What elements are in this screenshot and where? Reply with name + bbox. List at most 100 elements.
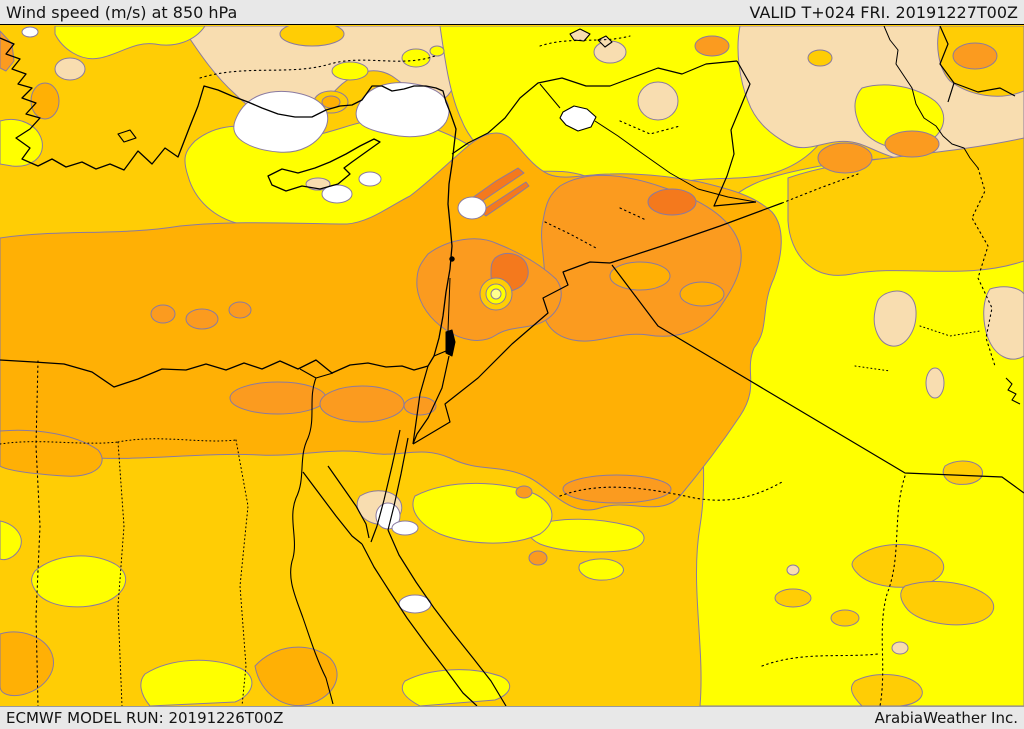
island-cyprus <box>267 138 381 192</box>
coast-gulf-squiggle-e <box>1005 377 1021 405</box>
border-syria-iraq <box>609 202 783 264</box>
yellow-nw-streak-a <box>54 26 206 60</box>
coast-gulf-aqaba-e <box>387 437 409 531</box>
brand-label: ArabiaWeather Inc. <box>874 709 1018 727</box>
border-dotted-syria-c <box>619 120 681 135</box>
border-dotted-saudi-a <box>559 481 783 501</box>
lake-van-a <box>569 28 591 42</box>
orange-delta-b <box>319 385 405 423</box>
border-dotted-egypt-a <box>0 441 125 706</box>
yellow-sinai-east <box>412 482 553 544</box>
border-dotted-syria-b <box>619 207 647 221</box>
cream-right-c <box>925 367 945 399</box>
lake-assad <box>559 105 597 132</box>
border-turkey-iraq-iran <box>713 60 757 207</box>
yellow-in-cream-b <box>401 48 431 68</box>
header-bar: Wind speed (m/s) at 850 hPa VALID T+024 … <box>0 0 1024 25</box>
river-jordan <box>447 277 451 332</box>
yellow-in-cream-c <box>429 45 445 57</box>
orange-top-center <box>694 35 730 57</box>
lake-van-b <box>597 35 613 48</box>
orange-ne-a <box>817 142 873 174</box>
gold-blob-se-b <box>900 581 995 626</box>
cream-cyprus-s <box>305 177 331 191</box>
gold-spot-ne <box>807 49 833 67</box>
border-ne-corner <box>939 26 1016 103</box>
cream-right-a <box>873 290 917 347</box>
coast-gulf-suez-w <box>302 471 363 545</box>
yellow-egypt-c <box>0 520 22 561</box>
orange-med-b <box>185 308 219 330</box>
amber-sw-turkey <box>30 82 60 120</box>
dark-syria-core <box>647 188 697 216</box>
coast-turkey-levant-egypt <box>0 37 457 388</box>
cream-spot-se <box>786 564 800 576</box>
footer-bar: ECMWF MODEL RUN: 20191226T00Z ArabiaWeat… <box>0 706 1024 729</box>
yellow-egypt-a <box>31 555 127 608</box>
coast-gulf-aqaba-w <box>370 429 401 543</box>
map-title: Wind speed (m/s) at 850 hPa <box>6 2 238 22</box>
gold-blob-e <box>942 460 983 485</box>
yellow-egypt-b <box>140 659 253 706</box>
gold-blob-se-d <box>774 588 812 608</box>
cream-right-b <box>983 286 1024 360</box>
yellow-in-cream-a <box>331 61 369 81</box>
orange-corner-ne-core <box>952 42 998 70</box>
border-dotted-egypt-b <box>117 438 249 706</box>
cream-island-a <box>593 40 627 64</box>
amber-egypt-sw <box>0 631 54 697</box>
gold-top-edge <box>279 26 345 47</box>
amber-egypt-s <box>254 646 338 706</box>
border-jordan-valley-s <box>412 355 450 445</box>
border-dotted-egypt-libya <box>35 360 41 706</box>
wind-speed-map <box>0 26 1024 706</box>
river-nile <box>290 368 334 705</box>
amber-hole-a <box>609 261 671 291</box>
orange-ne-b <box>884 130 940 158</box>
orange-dot-a <box>515 485 533 499</box>
border-dotted-saudi-c <box>761 653 879 667</box>
cream-spot-se2 <box>891 641 909 655</box>
contour-map-canvas <box>0 26 1024 706</box>
valid-time-label: VALID T+024 FRI. 20191227T00Z <box>749 2 1018 22</box>
white-cyprus-sw <box>321 184 353 204</box>
border-dotted-turkey-b <box>539 35 631 47</box>
model-run-label: ECMWF MODEL RUN: 20191226T00Z <box>6 709 284 727</box>
white-levant <box>457 196 487 220</box>
coast-red-sea-w <box>361 543 478 706</box>
border-dotted-turkey-a <box>199 55 436 79</box>
cream-sw-turkey <box>54 57 86 81</box>
white-nw-tiny <box>21 26 39 38</box>
lake-dead-sea <box>445 329 456 357</box>
yellow-saudi-a <box>528 518 645 553</box>
orange-med-c <box>228 301 252 319</box>
yellow-nile-south <box>401 669 510 706</box>
orange-med-a <box>150 304 176 324</box>
coast-red-sea-e <box>387 529 507 706</box>
white-tabuk-b <box>391 520 419 536</box>
yellow-nw-streak-b <box>0 119 43 167</box>
coast-gulf-suez-e <box>327 465 370 539</box>
white-med-b <box>355 82 450 138</box>
border-jordan-saudi-zigzag <box>412 261 611 445</box>
white-cyprus-e <box>358 171 382 187</box>
dark-streak-ne-b <box>479 181 530 217</box>
eye-core-pale <box>490 288 502 300</box>
border-dotted-saudi-b <box>879 475 906 706</box>
river-tigris <box>883 26 979 169</box>
amber-hole-b <box>679 281 725 307</box>
yellow-saudi-b <box>578 558 624 581</box>
border-israel-west <box>412 365 429 445</box>
amber-nw-egypt <box>0 429 103 477</box>
lake-galilee <box>449 256 455 262</box>
cream-island-b <box>637 81 679 121</box>
island-rhodes <box>117 129 137 143</box>
border-turkey-syria <box>451 60 738 155</box>
river-euphrates <box>539 83 757 203</box>
border-dotted-iraq-ne <box>781 173 859 204</box>
gold-blob-se-e <box>851 674 923 706</box>
border-iraq-saudi <box>611 264 1024 494</box>
orange-saudi-streak <box>562 474 672 504</box>
orange-dot-b <box>528 550 548 566</box>
